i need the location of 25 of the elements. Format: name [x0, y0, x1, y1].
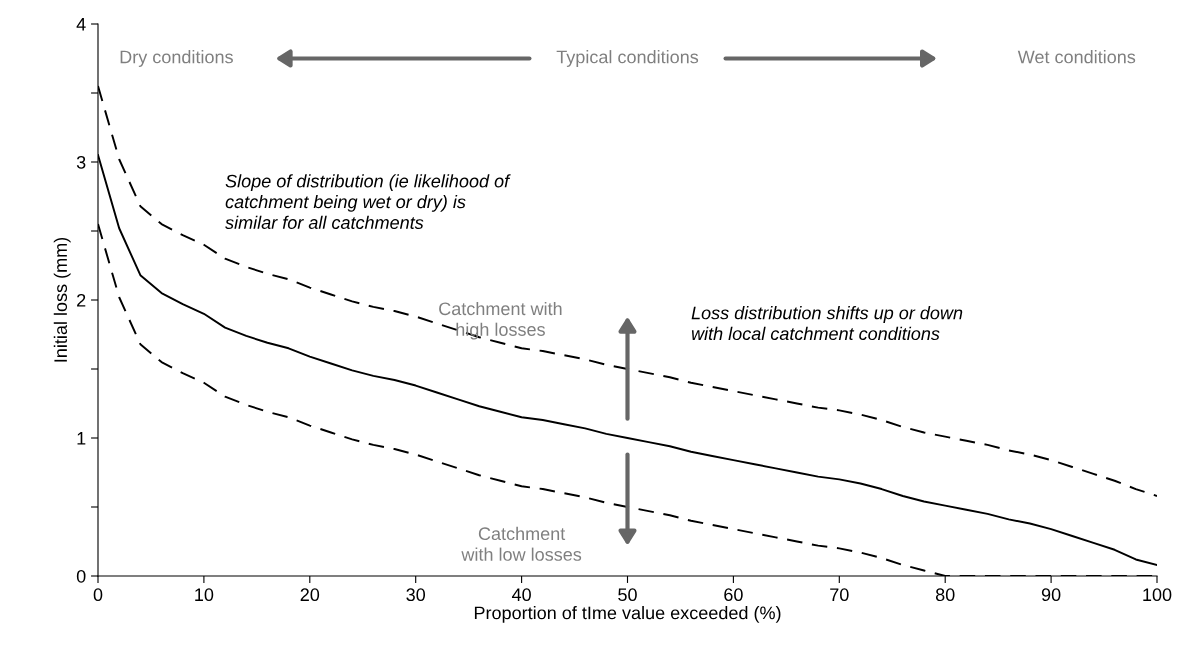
annotation: Wet conditions	[1017, 50, 1136, 64]
annotation: Typical conditions	[556, 50, 699, 67]
x-tick-label: 30	[406, 588, 426, 602]
x-tick-label: 90	[1041, 588, 1061, 602]
y-axis-title: Initial loss (mm)	[53, 237, 71, 362]
x-tick-label: 70	[830, 588, 849, 602]
y-tick-label: 3	[76, 155, 86, 169]
x-tick-label: 60	[724, 588, 743, 602]
x-tick-label: 100	[1143, 588, 1172, 602]
x-axis-title: Proportion of tIme value exceeded (%)	[474, 606, 781, 623]
annotation: Dry conditions	[120, 50, 233, 67]
x-tick-label: 80	[935, 588, 955, 602]
x-tick-label: 0	[93, 588, 103, 602]
x-tick-label: 20	[300, 588, 320, 602]
annotation: Loss distribution shifts up or down with local catchment conditions	[691, 306, 963, 341]
annotation: Catchment with low losses	[461, 526, 582, 561]
x-tick-label: 10	[195, 588, 214, 602]
y-tick-label: 4	[76, 18, 86, 31]
y-tick-label: 0	[76, 569, 86, 583]
annotation: Catchment with high losses	[439, 301, 562, 340]
x-tick-label: 40	[511, 588, 531, 602]
annotation: Slope of distribution (ie likelihood of catchment being wet or dry) is similar for all catchments	[225, 174, 511, 229]
y-tick-label: 2	[77, 293, 86, 307]
y-tick-label: 1	[77, 432, 86, 445]
x-tick-label: 50	[618, 588, 637, 602]
